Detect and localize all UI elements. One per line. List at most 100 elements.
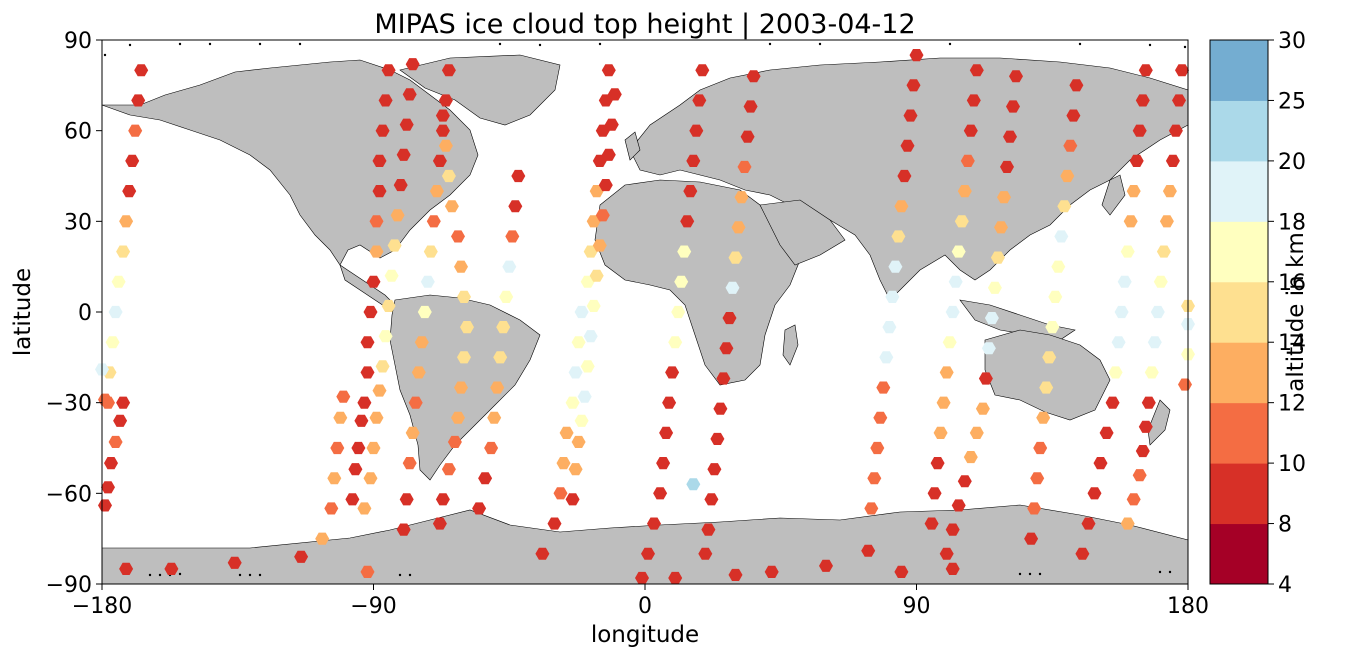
- cloud-marker: [586, 215, 601, 228]
- cloud-marker: [396, 523, 411, 536]
- cloud-marker: [360, 366, 375, 379]
- cloud-marker: [894, 565, 909, 578]
- cloud-marker: [134, 64, 149, 77]
- cloud-marker: [876, 381, 891, 394]
- cloud-marker: [1114, 305, 1129, 319]
- cloud-marker: [665, 366, 680, 379]
- x-tick-label: −180: [72, 594, 132, 619]
- colorbar-tick-label: 25: [1278, 89, 1306, 114]
- cloud-marker: [975, 402, 990, 415]
- cloud-marker: [689, 124, 704, 137]
- cloud-marker: [595, 124, 610, 137]
- cloud-marker: [994, 221, 1008, 234]
- cloud-marker: [604, 118, 619, 131]
- colorbar-segment: [1210, 402, 1268, 464]
- cloud-marker: [1006, 100, 1020, 113]
- cloud-marker: [728, 251, 743, 264]
- cloud-marker: [677, 245, 692, 258]
- cloud-marker: [900, 139, 915, 152]
- y-tick-label: −90: [46, 573, 92, 598]
- cloud-marker: [381, 64, 396, 77]
- cloud-marker: [734, 191, 749, 204]
- cloud-marker: [444, 200, 459, 213]
- cloud-marker: [713, 402, 728, 415]
- cloud-marker: [511, 169, 526, 183]
- cloud-marker: [116, 396, 131, 409]
- cloud-marker: [1147, 336, 1162, 349]
- cloud-marker: [128, 124, 143, 137]
- colorbar-segment: [1210, 221, 1268, 283]
- cloud-marker: [345, 493, 360, 506]
- cloud-marker: [1105, 396, 1120, 409]
- cloud-marker: [1057, 200, 1072, 213]
- cloud-marker: [372, 154, 387, 167]
- colorbar-tick-label: 14: [1278, 331, 1306, 356]
- cloud-marker: [879, 351, 894, 364]
- cloud-marker: [348, 463, 363, 476]
- cloud-marker: [1132, 124, 1147, 137]
- cloud-marker: [662, 396, 677, 409]
- cloud-marker: [336, 390, 351, 403]
- cloud-marker: [668, 336, 683, 349]
- cloud-marker: [888, 260, 903, 273]
- cloud-marker: [417, 305, 432, 319]
- cloud-marker: [595, 209, 610, 222]
- cloud-marker: [746, 70, 761, 83]
- cloud-marker: [357, 502, 372, 515]
- cloud-marker: [402, 88, 417, 101]
- cloud-marker: [351, 441, 366, 455]
- cloud-marker: [719, 342, 734, 355]
- cloud-marker: [960, 154, 975, 167]
- cloud-marker: [939, 366, 954, 379]
- cloud-marker: [426, 215, 441, 228]
- cloud-marker: [1126, 185, 1141, 198]
- cloud-marker: [903, 109, 918, 122]
- cloud-marker: [447, 435, 462, 448]
- cloud-marker: [372, 384, 387, 397]
- cloud-marker: [1054, 230, 1069, 243]
- cloud-marker: [1036, 411, 1051, 424]
- y-axis-label: latitude: [10, 268, 36, 356]
- cloud-marker: [873, 411, 888, 424]
- cloud-marker: [1075, 547, 1090, 560]
- cloud-marker: [592, 154, 607, 167]
- cloud-marker: [366, 275, 381, 288]
- cloud-marker: [731, 221, 746, 234]
- x-tick-label: 0: [638, 594, 652, 619]
- cloud-marker: [716, 372, 731, 385]
- y-axis: 90 60 30 0 −30 −60 −90: [46, 29, 102, 598]
- y-tick-label: 60: [64, 120, 92, 145]
- cloud-marker: [1138, 420, 1153, 433]
- cloud-marker: [598, 179, 613, 192]
- cloud-marker: [906, 79, 921, 92]
- cloud-marker: [1111, 336, 1126, 349]
- cloud-marker: [686, 478, 701, 491]
- y-tick-label: 0: [78, 301, 92, 326]
- colorbar-segment: [1210, 160, 1268, 222]
- cloud-marker: [963, 451, 978, 464]
- cloud-marker: [698, 547, 713, 560]
- cloud-marker: [601, 64, 616, 77]
- cloud-marker: [375, 124, 390, 137]
- cloud-marker: [1162, 185, 1177, 198]
- cloud-marker: [360, 336, 375, 349]
- cloud-marker: [1117, 275, 1132, 288]
- y-tick-label: −30: [46, 392, 92, 417]
- x-axis-label: longitude: [591, 622, 699, 648]
- cloud-marker: [315, 532, 330, 545]
- cloud-marker: [227, 556, 242, 569]
- cloud-marker: [568, 463, 583, 476]
- cloud-marker: [987, 281, 1002, 294]
- cloud-marker: [1165, 154, 1180, 167]
- cloud-marker: [1039, 381, 1054, 394]
- cloud-marker: [363, 305, 378, 319]
- cloud-marker: [399, 493, 414, 506]
- y-tick-label: 30: [64, 210, 92, 235]
- cloud-marker: [441, 169, 456, 183]
- cloud-marker: [671, 305, 686, 319]
- cloud-marker: [432, 154, 447, 167]
- cloud-marker: [743, 100, 758, 113]
- x-tick-label: −90: [350, 594, 396, 619]
- cloud-marker: [580, 360, 595, 373]
- cloud-marker: [683, 185, 698, 198]
